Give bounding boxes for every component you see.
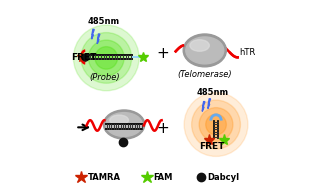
Ellipse shape xyxy=(106,113,142,136)
Ellipse shape xyxy=(110,115,129,125)
Ellipse shape xyxy=(186,37,224,64)
Text: 485nm: 485nm xyxy=(88,17,120,26)
Text: (Probe): (Probe) xyxy=(89,74,120,82)
Text: FAM: FAM xyxy=(153,173,173,182)
Text: hTR: hTR xyxy=(239,48,256,57)
Circle shape xyxy=(81,33,131,83)
Polygon shape xyxy=(92,29,94,39)
Text: +: + xyxy=(156,121,169,136)
Text: (Telomerase): (Telomerase) xyxy=(178,70,232,79)
Ellipse shape xyxy=(190,40,209,51)
Circle shape xyxy=(95,47,117,69)
Circle shape xyxy=(199,108,233,141)
Ellipse shape xyxy=(183,34,226,67)
Circle shape xyxy=(192,100,240,149)
Polygon shape xyxy=(97,34,100,44)
Text: TAMRA: TAMRA xyxy=(88,173,121,182)
Polygon shape xyxy=(202,102,205,111)
Polygon shape xyxy=(208,99,211,108)
Text: FRET: FRET xyxy=(199,142,224,151)
Circle shape xyxy=(184,93,248,156)
Text: Dabcyl: Dabcyl xyxy=(208,173,240,182)
Text: 485nm: 485nm xyxy=(196,88,228,97)
Circle shape xyxy=(206,114,226,135)
Text: FRET: FRET xyxy=(72,53,97,62)
Circle shape xyxy=(74,25,139,91)
Ellipse shape xyxy=(103,110,145,139)
Text: +: + xyxy=(156,46,169,61)
Circle shape xyxy=(89,40,124,76)
